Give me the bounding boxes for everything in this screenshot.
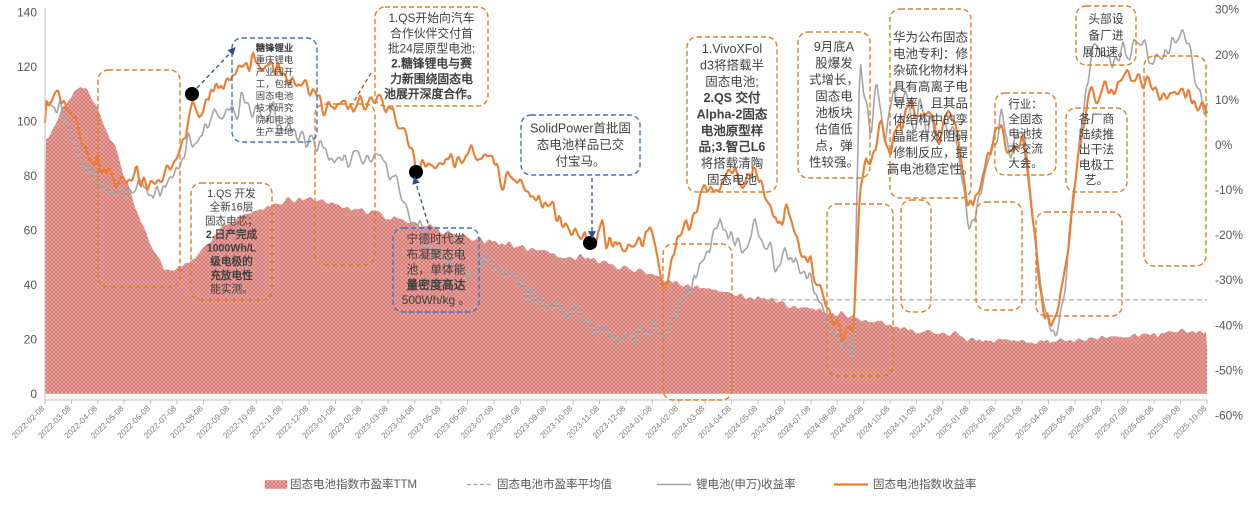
- svg-text:20: 20: [24, 332, 38, 346]
- svg-text:池，单体能: 池，单体能: [406, 263, 465, 277]
- svg-text:池展开深度合作。: 池展开深度合作。: [384, 87, 479, 101]
- svg-text:-30%: -30%: [1215, 273, 1243, 287]
- svg-text:-20%: -20%: [1215, 228, 1243, 242]
- svg-text:Alpha-2固态: Alpha-2固态: [697, 106, 768, 121]
- svg-text:电池技: 电池技: [1008, 128, 1043, 141]
- svg-text:股爆发: 股爆发: [815, 56, 853, 71]
- svg-text:高电池稳定性。: 高电池稳定性。: [887, 162, 975, 177]
- svg-text:-50%: -50%: [1215, 363, 1243, 377]
- svg-text:全固态: 全固态: [1008, 112, 1043, 126]
- svg-text:2.QS 交付: 2.QS 交付: [704, 90, 761, 105]
- svg-text:1.VivoXFol: 1.VivoXFol: [702, 42, 762, 56]
- svg-text:锂电池(申万)收益率: 锂电池(申万)收益率: [696, 477, 796, 491]
- svg-text:布凝聚态电: 布凝聚态电: [406, 247, 465, 261]
- svg-text:出干法: 出干法: [1079, 143, 1115, 157]
- svg-text:糖锋锂业: 糖锋锂业: [256, 42, 293, 53]
- svg-text:态电池样品已交: 态电池样品已交: [537, 137, 625, 152]
- svg-text:合作伙伴交付首: 合作伙伴交付首: [390, 26, 473, 40]
- svg-text:行业：: 行业：: [1008, 98, 1043, 111]
- svg-text:80: 80: [24, 169, 38, 183]
- svg-text:能实测。: 能实测。: [210, 283, 253, 296]
- svg-text:100: 100: [17, 114, 37, 128]
- svg-text:2.日产完成: 2.日产完成: [206, 228, 258, 241]
- svg-text:备厂进: 备厂进: [1088, 29, 1123, 43]
- svg-text:电极工: 电极工: [1079, 158, 1115, 172]
- svg-text:500Wh/kg 。: 500Wh/kg 。: [402, 293, 471, 307]
- svg-text:充放电性: 充放电性: [210, 269, 253, 282]
- svg-text:品;3.智己L6: 品;3.智己L6: [699, 139, 766, 154]
- svg-text:宁德时代发: 宁德时代发: [406, 232, 465, 246]
- svg-text:修制反应，提: 修制反应，提: [893, 145, 969, 160]
- svg-text:工，包括: 工，包括: [256, 78, 293, 89]
- svg-text:-10%: -10%: [1215, 183, 1243, 197]
- svg-text:展加速。: 展加速。: [1083, 46, 1130, 59]
- svg-text:付宝马。: 付宝马。: [555, 155, 605, 169]
- svg-text:艺。: 艺。: [1085, 173, 1109, 187]
- svg-text:2.糖锋锂电与赛: 2.糖锋锂电与赛: [391, 57, 472, 71]
- svg-text:性较强。: 性较强。: [809, 155, 859, 170]
- svg-text:固态电池指数市盈率TTM: 固态电池指数市盈率TTM: [290, 477, 417, 491]
- svg-text:技术研究: 技术研究: [256, 102, 293, 113]
- svg-text:院和电池: 院和电池: [256, 114, 293, 125]
- svg-text:30%: 30%: [1215, 3, 1239, 17]
- svg-text:1000Wh/L: 1000Wh/L: [207, 243, 257, 255]
- svg-text:体结构中的孪: 体结构中的孪: [893, 112, 968, 127]
- svg-text:点，弹: 点，弹: [815, 139, 853, 153]
- svg-text:60: 60: [24, 223, 38, 237]
- svg-text:固态电池;: 固态电池;: [705, 75, 758, 89]
- svg-text:级电极的: 级电极的: [210, 255, 253, 268]
- svg-text:9月底A: 9月底A: [814, 39, 855, 54]
- svg-text:各厂商: 各厂商: [1079, 112, 1115, 126]
- svg-text:d3将搭载半: d3将搭载半: [700, 57, 764, 72]
- svg-text:140: 140: [17, 6, 37, 20]
- svg-text:1.QS开始向汽车: 1.QS开始向汽车: [388, 11, 474, 25]
- svg-text:大会。: 大会。: [1008, 156, 1043, 170]
- svg-text:电池原型样: 电池原型样: [701, 123, 764, 138]
- svg-text:固态电池: 固态电池: [707, 173, 758, 187]
- svg-text:华为公布固态: 华为公布固态: [893, 30, 968, 45]
- svg-text:-60%: -60%: [1215, 409, 1243, 423]
- svg-text:生产基地: 生产基地: [256, 126, 293, 137]
- svg-text:SolidPower首批固: SolidPower首批固: [530, 121, 631, 136]
- svg-text:0: 0: [30, 387, 37, 401]
- svg-text:电池专利：修: 电池专利：修: [893, 46, 969, 61]
- svg-text:120: 120: [17, 60, 37, 74]
- svg-text:20%: 20%: [1215, 48, 1239, 62]
- svg-text:产业园开: 产业园开: [256, 66, 293, 77]
- svg-text:40: 40: [24, 278, 38, 292]
- svg-text:具有高离子电: 具有高离子电: [893, 79, 969, 94]
- svg-text:固态电池指数收益率: 固态电池指数收益率: [873, 477, 977, 491]
- svg-text:力新围绕固态电: 力新围绕固态电: [390, 72, 473, 86]
- svg-text:1.QS 开发: 1.QS 开发: [207, 187, 256, 200]
- svg-text:量密度高达: 量密度高达: [406, 278, 465, 292]
- svg-text:重庆锂电: 重庆锂电: [256, 54, 293, 65]
- svg-text:陆续推: 陆续推: [1079, 127, 1115, 141]
- svg-text:全新16层: 全新16层: [210, 201, 254, 214]
- svg-text:10%: 10%: [1215, 93, 1239, 107]
- svg-text:晶能有效阻碍: 晶能有效阻碍: [893, 129, 968, 144]
- svg-text:固态电池市盈率平均值: 固态电池市盈率平均值: [497, 477, 612, 491]
- svg-text:头部设: 头部设: [1088, 12, 1123, 26]
- svg-text:池板块: 池板块: [815, 106, 853, 120]
- svg-text:0%: 0%: [1215, 138, 1233, 152]
- svg-text:式增长，: 式增长，: [809, 72, 859, 87]
- svg-text:术交流: 术交流: [1008, 141, 1043, 155]
- svg-text:批24层原型电池;: 批24层原型电池;: [388, 42, 475, 56]
- svg-text:估值低: 估值低: [815, 122, 853, 137]
- svg-text:固态电池: 固态电池: [256, 90, 293, 101]
- svg-text:固态电芯；: 固态电芯；: [205, 214, 258, 227]
- svg-text:固态电: 固态电: [815, 90, 853, 104]
- svg-text:-40%: -40%: [1215, 318, 1243, 332]
- svg-text:导率，且其品: 导率，且其品: [893, 96, 968, 111]
- svg-text:杂硫化物材料: 杂硫化物材料: [893, 63, 969, 78]
- svg-text:将搭载清陶: 将搭载清陶: [701, 155, 764, 170]
